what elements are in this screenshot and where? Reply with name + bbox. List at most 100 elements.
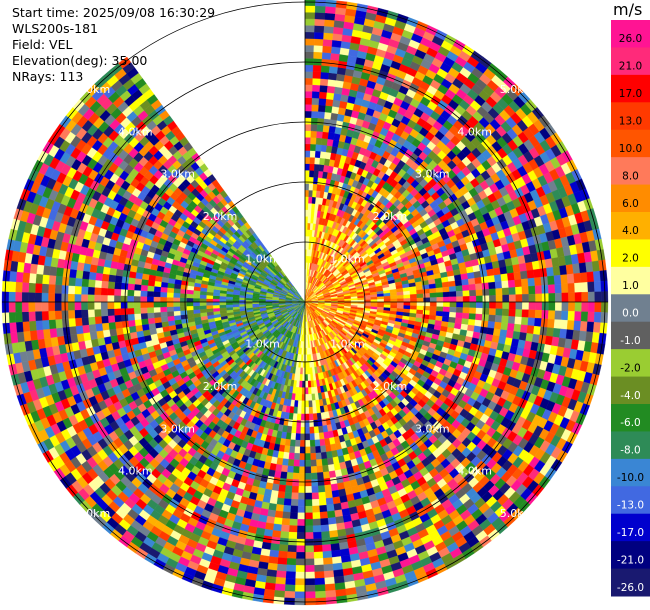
- velocity-gate: [324, 484, 332, 493]
- velocity-gate: [594, 301, 602, 313]
- velocity-gate: [311, 400, 317, 408]
- velocity-gate: [312, 518, 321, 526]
- velocity-gate: [330, 52, 340, 61]
- velocity-gate: [469, 301, 477, 309]
- velocity-gate: [313, 38, 324, 46]
- velocity-gate: [594, 291, 602, 303]
- velocity-gate: [304, 18, 316, 26]
- velocity-gate: [534, 309, 543, 319]
- velocity-gate: [574, 282, 582, 293]
- velocity-gate: [508, 294, 516, 303]
- velocity-gate: [448, 286, 457, 293]
- velocity-gate: [334, 86, 343, 95]
- velocity-gate: [302, 374, 306, 382]
- velocity-gate: [469, 295, 477, 303]
- velocity-gate: [327, 517, 337, 525]
- velocity-gate: [534, 277, 542, 287]
- velocity-gate: [527, 277, 536, 287]
- velocity-gate: [429, 297, 437, 303]
- velocity-gate: [269, 496, 278, 505]
- velocity-gate: [318, 104, 326, 113]
- velocity-gate: [296, 420, 302, 428]
- velocity-gate: [487, 275, 496, 283]
- velocity-gate: [265, 515, 275, 524]
- velocity-gate: [409, 294, 418, 299]
- velocity-gate: [314, 577, 325, 586]
- velocity-gate: [507, 279, 516, 288]
- velocity-gate: [487, 321, 496, 329]
- velocity-gate: [321, 458, 329, 466]
- velocity-gate: [304, 400, 309, 408]
- velocity-gate: [449, 291, 457, 298]
- velocity-gate: [310, 124, 318, 132]
- velocity-gate: [324, 583, 336, 592]
- velocity-gate: [312, 531, 322, 540]
- velocity-gate: [325, 6, 337, 14]
- velocity-gate: [315, 144, 322, 152]
- velocity-gate: [416, 289, 424, 295]
- velocity-gate: [285, 577, 296, 586]
- velocity-gate: [580, 282, 589, 293]
- velocity-gate: [290, 498, 299, 507]
- velocity-gate: [333, 569, 344, 578]
- velocity-gate: [326, 457, 334, 466]
- velocity-gate: [304, 143, 311, 151]
- velocity-gate: [300, 433, 306, 441]
- velocity-gate: [309, 163, 315, 171]
- velocity-gate: [520, 324, 528, 334]
- velocity-gate: [317, 117, 325, 126]
- velocity-gate: [409, 305, 418, 310]
- velocity-gate: [330, 543, 340, 552]
- velocity-gate: [314, 584, 326, 592]
- velocity-gate: [435, 311, 444, 317]
- velocity-gate: [269, 549, 279, 558]
- velocity-gate: [495, 294, 503, 303]
- field-text: Field: VEL: [12, 37, 73, 52]
- velocity-gate: [488, 288, 497, 296]
- velocity-gate: [310, 466, 318, 474]
- velocity-gate: [547, 284, 556, 294]
- velocity-gate: [456, 296, 464, 303]
- velocity-gate: [291, 492, 299, 500]
- velocity-gate: [518, 332, 527, 342]
- velocity-gate: [289, 518, 298, 526]
- velocity-gate: [403, 305, 411, 310]
- velocity-gate: [449, 301, 457, 308]
- velocity-gate: [308, 196, 313, 204]
- velocity-gate: [322, 471, 330, 480]
- velocity-gate: [568, 301, 576, 312]
- velocity-gate: [304, 525, 314, 533]
- velocity-gate: [277, 491, 286, 499]
- velocity-gate: [500, 322, 509, 331]
- velocity-gate: [304, 558, 315, 566]
- velocity-gate: [435, 287, 444, 293]
- velocity-gate: [288, 531, 298, 540]
- velocity-gate: [275, 576, 286, 585]
- velocity-gate: [314, 12, 326, 20]
- velocity-gate: [268, 502, 277, 511]
- velocity-gate: [304, 77, 313, 85]
- velocity-gate: [326, 504, 335, 512]
- velocity-gate: [566, 320, 575, 331]
- velocity-gate: [270, 489, 279, 498]
- velocity-gate: [304, 426, 310, 434]
- velocity-gate: [312, 406, 317, 414]
- velocity-gate: [319, 91, 328, 100]
- velocity-gate: [307, 367, 311, 375]
- velocity-gate: [283, 498, 292, 506]
- velocity-gate: [377, 299, 385, 303]
- velocity-gate: [304, 176, 310, 184]
- velocity-gate: [467, 319, 476, 326]
- velocity-gate: [334, 509, 343, 518]
- velocity-gate: [294, 584, 306, 592]
- velocity-gate: [286, 465, 294, 473]
- velocity-gate: [329, 119, 338, 128]
- velocity-gate: [436, 292, 444, 298]
- velocity-gate: [310, 130, 318, 138]
- velocity-gate: [316, 472, 324, 480]
- velocity-gate: [301, 380, 306, 388]
- velocity-gate: [390, 292, 398, 297]
- velocity-gate: [270, 543, 280, 552]
- velocity-gate: [297, 505, 306, 513]
